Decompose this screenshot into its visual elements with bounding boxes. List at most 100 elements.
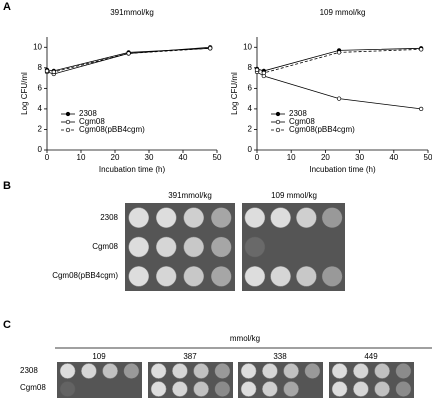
colony-spot <box>128 207 149 228</box>
series-line <box>256 48 422 74</box>
colony-spot <box>214 381 231 397</box>
x-tick-label: 40 <box>389 153 398 162</box>
legend-label: Cgm08(pBB4cgm) <box>79 125 145 134</box>
panel-label: A <box>3 1 11 13</box>
colony-spot <box>211 207 232 228</box>
colony-spot <box>244 207 266 228</box>
colony-spot <box>331 381 348 397</box>
colony-spot <box>270 266 291 287</box>
x-tick-label: 10 <box>77 153 86 162</box>
x-tick-label: 0 <box>255 153 260 162</box>
x-tick-label: 50 <box>424 153 432 162</box>
legend-marker <box>275 127 281 133</box>
legend-marker <box>275 119 281 125</box>
series-line <box>256 47 422 72</box>
colony-spot <box>128 266 149 287</box>
row-label: 2308 <box>100 213 118 222</box>
x-tick-label: 40 <box>179 153 188 162</box>
colony-spot <box>353 363 369 379</box>
colony-spot <box>128 236 149 258</box>
plate-title: 109 <box>92 352 106 361</box>
y-tick-label: 6 <box>38 83 43 92</box>
y-tick-label: 10 <box>243 42 252 51</box>
colony-spot <box>374 381 390 397</box>
colony-spot <box>102 363 118 379</box>
y-tick-label: 0 <box>248 145 253 154</box>
colony-spot <box>270 207 291 228</box>
colony-spot <box>244 266 266 287</box>
plate-title: 391mmol/kg <box>168 191 212 200</box>
colony-spot <box>172 381 188 397</box>
y-tick-label: 10 <box>33 42 42 51</box>
colony-spot <box>331 363 348 379</box>
colony-spot <box>183 266 204 287</box>
plate-title: 449 <box>364 352 378 361</box>
colony-spot <box>193 381 209 397</box>
data-point <box>208 46 213 51</box>
x-axis-label: Incubation time (h) <box>309 165 376 174</box>
data-point <box>261 70 266 76</box>
legend-marker <box>275 111 281 117</box>
legend-label: 2308 <box>289 109 307 118</box>
data-point <box>419 106 424 112</box>
plate-title: 387 <box>183 352 197 361</box>
legend-marker <box>65 119 71 125</box>
y-tick-label: 0 <box>38 145 43 154</box>
colony-spot <box>321 207 343 228</box>
y-axis-label: Log CFU/ml <box>20 72 29 115</box>
colony-spot <box>211 266 232 287</box>
legend-marker <box>65 127 71 133</box>
data-point <box>336 96 342 101</box>
x-tick-label: 0 <box>45 153 50 162</box>
colony-spot <box>374 363 390 379</box>
data-point <box>419 47 424 52</box>
colony-spot <box>150 381 167 397</box>
colony-spot <box>240 363 257 379</box>
legend-label: Cgm08 <box>289 117 315 126</box>
plate-title: 338 <box>273 352 287 361</box>
colony-spot <box>262 381 278 397</box>
colony-spot <box>395 381 412 397</box>
x-tick-label: 50 <box>213 153 222 162</box>
colony-spot <box>193 363 209 379</box>
colony-spot <box>353 381 369 397</box>
plate-title: 109 mmol/kg <box>271 191 317 200</box>
row-label: Cgm08 <box>20 383 46 392</box>
colony-spot <box>244 236 266 258</box>
x-tick-label: 10 <box>287 153 296 162</box>
legend-label: Cgm08(pBB4cgm) <box>289 125 355 134</box>
y-axis-label: Log CFU/ml <box>230 72 239 115</box>
legend-label: Cgm08 <box>79 117 105 126</box>
colony-spot <box>183 207 204 228</box>
data-point <box>254 67 260 73</box>
colony-spot <box>304 363 321 379</box>
colony-spot <box>183 236 204 258</box>
series-line <box>46 47 211 73</box>
colony-spot <box>240 381 257 397</box>
panel-label: C <box>3 319 11 331</box>
y-tick-label: 4 <box>248 104 253 113</box>
series-line <box>46 46 211 75</box>
y-tick-label: 6 <box>248 83 253 92</box>
y-tick-label: 2 <box>248 125 253 134</box>
data-point <box>126 51 131 56</box>
colony-spot <box>283 363 299 379</box>
colony-spot <box>283 381 299 397</box>
colony-spot <box>150 363 167 379</box>
chart-title: 391mmol/kg <box>110 8 154 17</box>
colony-spot <box>296 207 317 228</box>
chart-title: 109 mmol/kg <box>320 8 366 17</box>
colony-spot <box>321 266 343 287</box>
row-label: 2308 <box>20 366 38 375</box>
colony-spot <box>59 381 76 397</box>
legend-label: 2308 <box>79 109 97 118</box>
x-tick-label: 30 <box>355 153 364 162</box>
row-label: Cgm08(pBB4cgm) <box>52 271 118 280</box>
unit-label: mmol/kg <box>230 334 260 343</box>
colony-spot <box>156 207 177 228</box>
colony-spot <box>214 363 231 379</box>
data-point <box>44 68 50 74</box>
x-tick-label: 20 <box>111 153 120 162</box>
colony-spot <box>156 266 177 287</box>
